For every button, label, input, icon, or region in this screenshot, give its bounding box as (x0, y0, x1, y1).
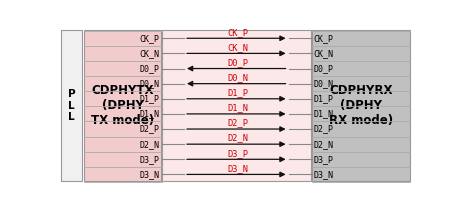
Text: D3_N: D3_N (313, 170, 333, 179)
Text: D2_N: D2_N (140, 140, 159, 149)
Text: D1_N: D1_N (140, 110, 159, 119)
Bar (161, 30, 311, 181)
Text: D0_P: D0_P (313, 64, 333, 73)
Text: D1_P: D1_P (313, 94, 333, 103)
Text: CK_P: CK_P (140, 34, 159, 43)
Text: D1_P: D1_P (140, 94, 159, 103)
Text: CK_N: CK_N (227, 43, 247, 52)
Text: D3_N: D3_N (140, 170, 159, 179)
Text: D0_P: D0_P (140, 64, 159, 73)
Text: CDPHYTX
(DPHY
TX mode): CDPHYTX (DPHY TX mode) (91, 84, 154, 127)
Text: D1_N: D1_N (227, 103, 247, 112)
Text: CK_P: CK_P (313, 34, 333, 43)
Text: D3_N: D3_N (227, 164, 247, 173)
Bar (61, 30, 82, 181)
Bar (312, 30, 409, 181)
Text: D1_N: D1_N (313, 110, 333, 119)
Text: D0_N: D0_N (227, 73, 247, 82)
Text: D2_N: D2_N (227, 134, 247, 143)
Text: D3_P: D3_P (313, 155, 333, 164)
Text: D2_P: D2_P (313, 125, 333, 134)
Text: D0_P: D0_P (227, 58, 247, 67)
Text: D2_P: D2_P (140, 125, 159, 134)
Text: D3_P: D3_P (227, 149, 247, 158)
Text: D2_N: D2_N (313, 140, 333, 149)
Text: CK_N: CK_N (140, 49, 159, 58)
Text: D2_P: D2_P (227, 119, 247, 127)
Text: D0_N: D0_N (313, 79, 333, 88)
Text: CDPHYRX
(DPHY
RX mode): CDPHYRX (DPHY RX mode) (329, 84, 392, 127)
Bar (84, 30, 161, 181)
Text: D0_N: D0_N (140, 79, 159, 88)
Text: D3_P: D3_P (140, 155, 159, 164)
Text: P
L
L: P L L (68, 89, 75, 122)
Text: D1_P: D1_P (227, 88, 247, 97)
Text: CK_P: CK_P (227, 28, 247, 37)
Text: CK_N: CK_N (313, 49, 333, 58)
